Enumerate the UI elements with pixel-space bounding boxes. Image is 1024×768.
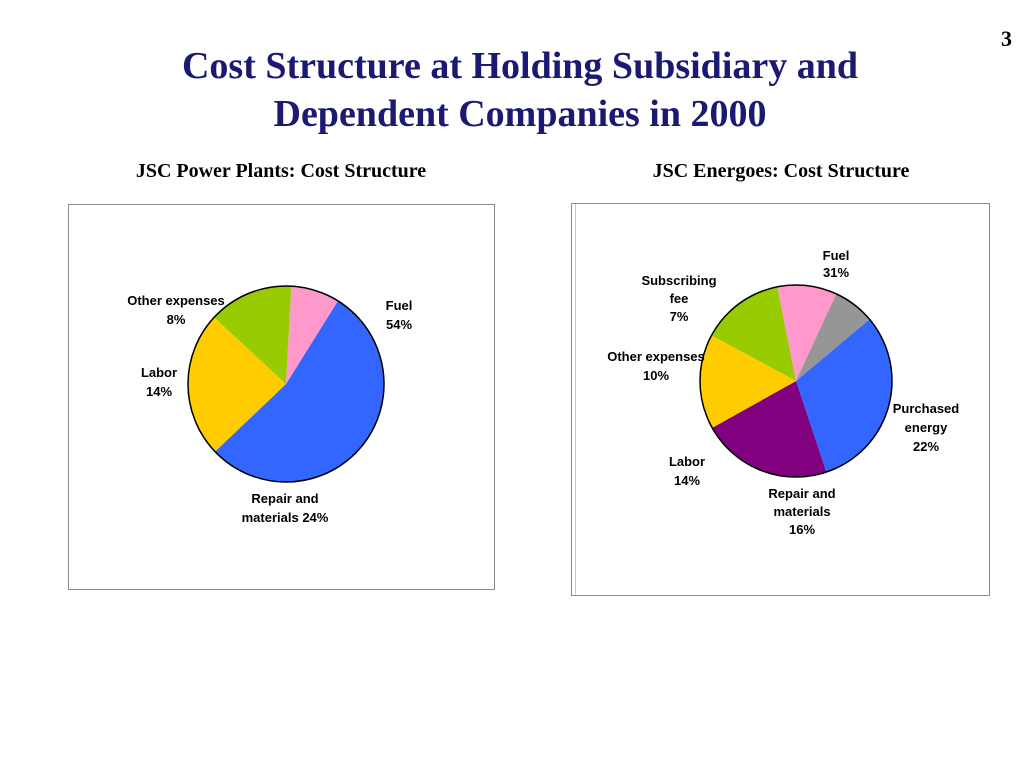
energoes-chart-title: JSC Energoes: Cost Structure xyxy=(652,160,910,182)
slide-title-line-1: Cost Structure at Holding Subsidiary and xyxy=(181,45,859,87)
pie-slice-other-expenses xyxy=(286,286,338,384)
data-label-other-expenses: Other expenses 10% xyxy=(607,349,705,383)
power-plants-chart-title: JSC Power Plants: Cost Structure xyxy=(135,160,427,182)
energoes-pie-chart: Fuel 31% Purchased energy 22% Repair and mater… xyxy=(607,248,960,537)
page-number: 3 xyxy=(1001,26,1012,51)
power-plants-pie-chart: Fuel 54% Repair and materials 24% Labor 14% Ot… xyxy=(127,285,413,525)
pie-slice-subscribing-fee xyxy=(796,293,870,381)
data-label-repair-and-materials: Repair and materials 24% xyxy=(242,491,329,525)
slide-title-line-2: Dependent Companies in 2000 xyxy=(273,93,767,135)
pie-slice-fuel xyxy=(796,319,892,473)
data-label-fuel: Fuel 31% xyxy=(823,248,850,280)
energoes-chart-frame: Fuel 31% Purchased energy 22% Repair and mater… xyxy=(571,203,990,596)
data-label-subscribing-fee: Subscribing fee 7% xyxy=(641,273,716,324)
pie-outline xyxy=(187,285,385,483)
slide-title: Cost Structure at Holding Subsidiary and… xyxy=(120,42,920,138)
data-label-labor: Labor 14% xyxy=(141,365,177,399)
pie-slice-fuel xyxy=(215,300,385,483)
data-label-repair-and-materials: Repair and materials 16% xyxy=(768,486,835,537)
pie-slice-repair-and-materials xyxy=(699,335,796,428)
power-plants-chart-frame: Fuel 54% Repair and materials 24% Labor 14% Ot… xyxy=(68,204,495,590)
data-label-other-expenses: Other expenses 8% xyxy=(127,293,225,327)
data-label-labor: Labor 14% xyxy=(669,454,705,488)
data-label-purchased-energy: Purchased energy 22% xyxy=(893,401,960,454)
data-label-fuel: Fuel 54% xyxy=(386,298,413,332)
pie-slice-other-expenses xyxy=(777,284,837,381)
pie-outline xyxy=(699,284,893,478)
pie-slice-purchased-energy xyxy=(712,381,827,477)
pie-slice-labor xyxy=(214,285,292,384)
pie-slice-repair-and-materials xyxy=(187,317,286,452)
pie-slice-labor xyxy=(711,286,796,381)
